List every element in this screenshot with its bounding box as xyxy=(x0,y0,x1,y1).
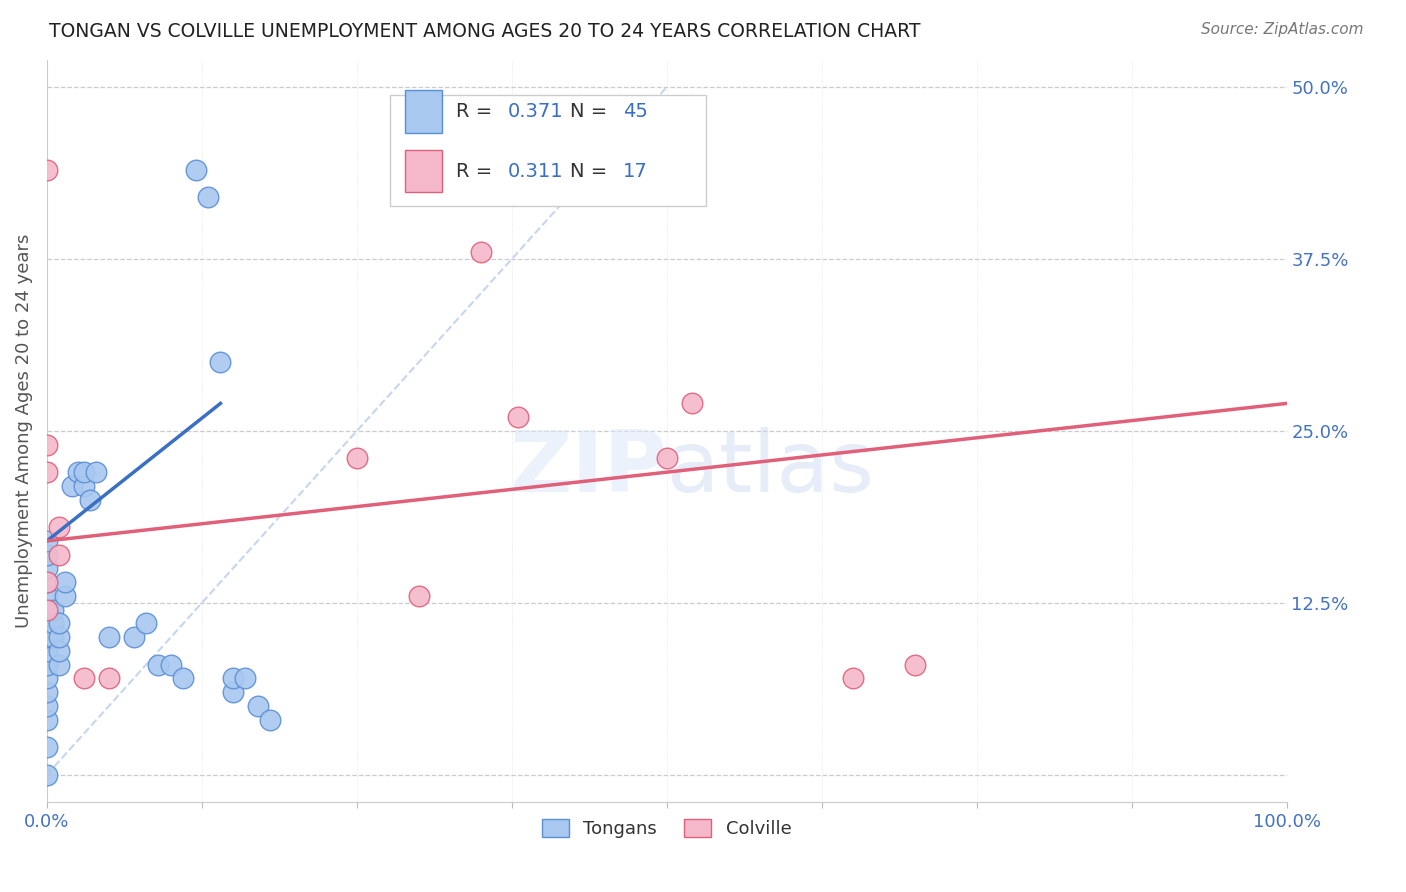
Text: N =: N = xyxy=(569,161,613,180)
FancyBboxPatch shape xyxy=(405,90,443,133)
FancyBboxPatch shape xyxy=(405,150,443,192)
Point xyxy=(506,410,529,425)
Point xyxy=(73,479,96,493)
Point xyxy=(35,438,58,452)
Point xyxy=(35,548,58,562)
Point xyxy=(48,630,70,644)
Point xyxy=(408,589,430,603)
Point xyxy=(97,672,120,686)
Point xyxy=(681,396,703,410)
Point xyxy=(209,355,232,369)
Text: 45: 45 xyxy=(623,102,648,121)
Text: Source: ZipAtlas.com: Source: ZipAtlas.com xyxy=(1201,22,1364,37)
Point xyxy=(346,451,368,466)
Point xyxy=(35,575,58,590)
Point xyxy=(655,451,678,466)
Point xyxy=(160,657,183,672)
Y-axis label: Unemployment Among Ages 20 to 24 years: Unemployment Among Ages 20 to 24 years xyxy=(15,234,32,628)
Point xyxy=(35,533,58,548)
Text: 0.311: 0.311 xyxy=(508,161,564,180)
Point xyxy=(184,162,207,177)
Point xyxy=(42,630,65,644)
Point xyxy=(197,190,219,204)
Point xyxy=(35,644,58,658)
Point xyxy=(55,589,77,603)
Text: 17: 17 xyxy=(623,161,648,180)
Point xyxy=(73,672,96,686)
Point xyxy=(135,616,157,631)
Point xyxy=(35,616,58,631)
Point xyxy=(60,479,83,493)
Point xyxy=(222,672,245,686)
Text: N =: N = xyxy=(569,102,613,121)
Point xyxy=(42,616,65,631)
Point xyxy=(172,672,194,686)
Point xyxy=(55,575,77,590)
Point xyxy=(233,672,256,686)
Point xyxy=(246,698,269,713)
Text: R =: R = xyxy=(456,161,499,180)
Point xyxy=(35,698,58,713)
Point xyxy=(97,630,120,644)
Point xyxy=(35,162,58,177)
Point xyxy=(122,630,145,644)
Point xyxy=(222,685,245,699)
Point xyxy=(48,548,70,562)
Point xyxy=(35,575,58,590)
Point xyxy=(35,685,58,699)
Text: TONGAN VS COLVILLE UNEMPLOYMENT AMONG AGES 20 TO 24 YEARS CORRELATION CHART: TONGAN VS COLVILLE UNEMPLOYMENT AMONG AG… xyxy=(49,22,921,41)
Point xyxy=(35,768,58,782)
Point xyxy=(841,672,863,686)
Point xyxy=(48,520,70,534)
Point xyxy=(35,589,58,603)
Text: 0.371: 0.371 xyxy=(508,102,564,121)
Point xyxy=(259,713,281,727)
Point xyxy=(66,465,89,479)
Point xyxy=(35,465,58,479)
Point xyxy=(48,657,70,672)
Point xyxy=(35,740,58,755)
Point xyxy=(904,657,927,672)
Point xyxy=(48,644,70,658)
Point xyxy=(470,245,492,260)
Point xyxy=(42,603,65,617)
Point xyxy=(35,603,58,617)
FancyBboxPatch shape xyxy=(391,95,706,206)
Point xyxy=(86,465,108,479)
Point xyxy=(79,492,101,507)
Point xyxy=(73,465,96,479)
Point xyxy=(48,616,70,631)
Point xyxy=(35,603,58,617)
Text: R =: R = xyxy=(456,102,499,121)
Text: ZIP: ZIP xyxy=(509,426,666,509)
Point xyxy=(35,561,58,575)
Point xyxy=(35,657,58,672)
Text: atlas: atlas xyxy=(666,426,875,509)
Point xyxy=(35,713,58,727)
Legend: Tongans, Colville: Tongans, Colville xyxy=(534,812,799,846)
Point xyxy=(148,657,170,672)
Point xyxy=(35,672,58,686)
Point xyxy=(35,630,58,644)
